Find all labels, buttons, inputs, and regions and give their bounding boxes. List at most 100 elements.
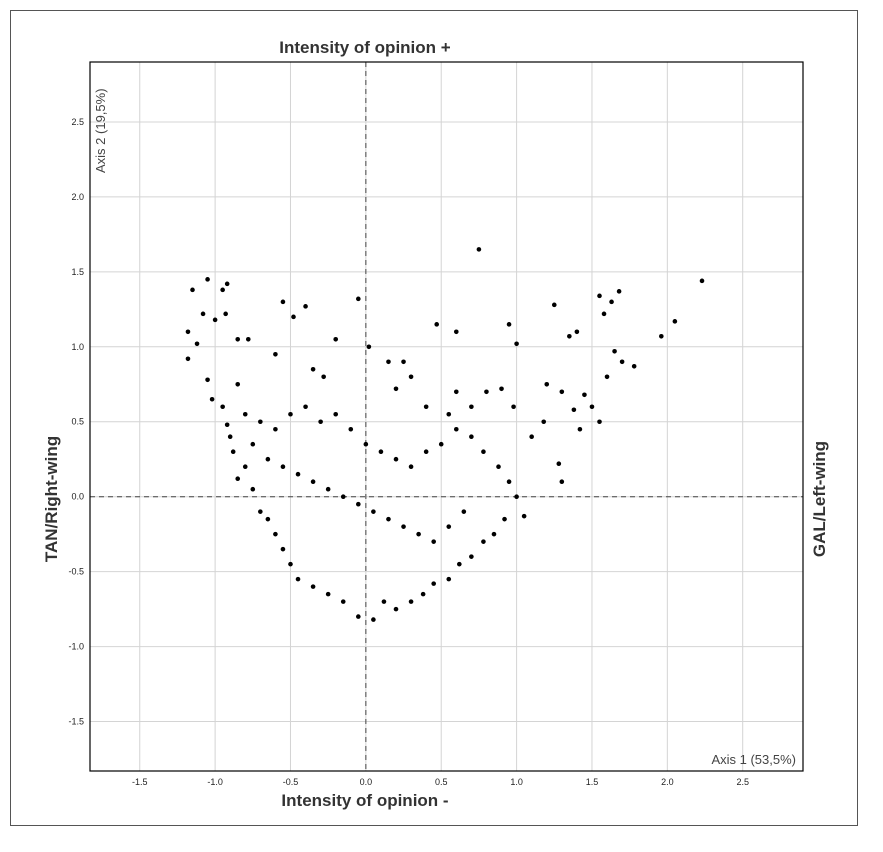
data-point (601, 311, 607, 317)
scatter-chart: -1.5 -1.0 -0.5 0.0 0.5 1.0 1.5 2.0 2.5 -1.5 -1.0 -0… (42, 38, 829, 810)
x-tick-label: 0.0 (360, 777, 373, 787)
data-point (356, 614, 361, 619)
data-point (321, 374, 326, 380)
data-point (401, 359, 406, 365)
data-point (393, 456, 399, 462)
data-point (481, 449, 486, 455)
data-points (185, 247, 705, 622)
x-tick-label: 2.5 (736, 777, 749, 787)
data-point (273, 426, 278, 432)
data-point (220, 287, 225, 293)
data-point (205, 377, 210, 383)
y-tick-label: -1.0 (68, 642, 84, 652)
data-point (220, 404, 225, 410)
data-point (303, 404, 308, 410)
data-point (499, 386, 504, 392)
data-point (393, 386, 399, 392)
data-point (612, 348, 617, 354)
tick-labels: -1.5 -1.0 -0.5 0.0 0.5 1.0 1.5 2.0 2.5 -1.5 -1.0 -0… (68, 117, 748, 787)
data-point (209, 396, 215, 402)
data-point (318, 419, 323, 425)
data-point (333, 411, 339, 417)
y-tick-label: 2.5 (71, 117, 84, 127)
data-point (408, 464, 414, 470)
data-point (381, 599, 387, 604)
data-point (481, 539, 486, 544)
chart-figure: -1.5 -1.0 -0.5 0.0 0.5 1.0 1.5 2.0 2.5 -1.5 -1.0 -0… (10, 10, 858, 826)
data-point (325, 591, 331, 597)
data-point (496, 464, 501, 470)
reference-lines (90, 62, 803, 771)
data-point (511, 404, 516, 410)
data-point (223, 311, 228, 317)
data-point (340, 494, 346, 499)
data-point (242, 411, 248, 417)
data-point (363, 441, 369, 447)
x-tick-label: 1.0 (510, 777, 523, 787)
data-point (408, 374, 414, 380)
data-point (273, 531, 278, 537)
x-tick-label: -1.0 (207, 777, 223, 787)
data-point (529, 434, 534, 440)
data-point (310, 584, 316, 589)
data-point (551, 302, 557, 308)
data-point (371, 617, 376, 622)
data-point (235, 381, 241, 387)
data-point (212, 317, 218, 323)
data-point (659, 334, 664, 339)
data-point (423, 404, 429, 410)
data-point (453, 389, 459, 395)
data-point (589, 404, 595, 410)
x-tick-label: -1.5 (132, 777, 148, 787)
data-point (245, 337, 251, 342)
data-point (205, 277, 210, 282)
data-point (288, 561, 293, 567)
data-point (469, 554, 474, 559)
data-point (280, 299, 286, 305)
data-point (469, 434, 474, 440)
data-point (457, 561, 462, 567)
bottom-label: Intensity of opinion - (281, 791, 448, 810)
data-point (291, 314, 296, 320)
data-point (446, 524, 452, 529)
data-point (567, 334, 572, 339)
data-point (371, 509, 376, 514)
data-point (461, 509, 467, 514)
data-point (577, 426, 583, 432)
data-point (401, 524, 406, 529)
data-point (699, 278, 705, 284)
data-point (434, 322, 440, 327)
y-tick-label: 1.5 (71, 267, 84, 277)
data-point (190, 287, 195, 293)
y-tick-label: 0.0 (71, 492, 84, 502)
data-point (194, 341, 200, 347)
data-point (559, 389, 565, 395)
data-point (356, 296, 361, 302)
data-point (265, 456, 271, 462)
x-tick-label: -0.5 (283, 777, 299, 787)
data-point (502, 516, 507, 522)
data-point (574, 329, 580, 335)
data-point (235, 476, 241, 482)
data-point (310, 366, 316, 372)
data-point (521, 513, 527, 519)
data-point (224, 281, 230, 287)
data-point (446, 411, 452, 417)
data-point (514, 341, 519, 347)
data-point (393, 606, 399, 612)
data-point (559, 479, 565, 485)
data-point (378, 449, 384, 455)
data-point (431, 581, 436, 586)
data-point (185, 356, 191, 362)
data-point (348, 426, 354, 432)
data-point (288, 411, 293, 417)
data-point (185, 329, 191, 335)
y-tick-label: -1.5 (68, 717, 84, 727)
data-point (250, 486, 256, 492)
right-label: GAL/Left-wing (810, 441, 829, 557)
data-point (200, 311, 206, 317)
data-point (431, 539, 436, 544)
data-point (386, 516, 391, 522)
data-point (446, 576, 452, 582)
x-tick-label: 2.0 (661, 777, 674, 787)
